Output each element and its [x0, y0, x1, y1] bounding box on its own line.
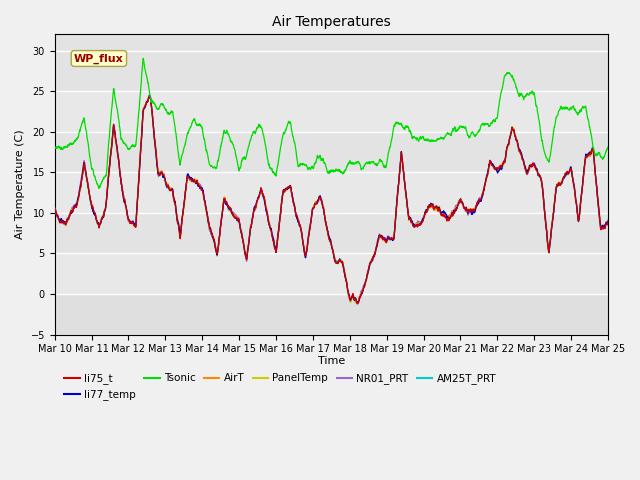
Bar	[54, 172, 608, 213]
Title: Air Temperatures: Air Temperatures	[272, 15, 390, 29]
Bar	[54, 132, 608, 172]
Bar	[54, 253, 608, 294]
Legend: li75_t, li77_temp, Tsonic, AirT, PanelTemp, NR01_PRT, AM25T_PRT: li75_t, li77_temp, Tsonic, AirT, PanelTe…	[60, 369, 500, 405]
Text: WP_flux: WP_flux	[74, 53, 124, 64]
X-axis label: Time: Time	[317, 356, 345, 366]
Bar	[54, 294, 608, 335]
Bar	[54, 213, 608, 253]
Bar	[54, 35, 608, 91]
Bar	[54, 91, 608, 132]
Y-axis label: Air Temperature (C): Air Temperature (C)	[15, 130, 25, 240]
